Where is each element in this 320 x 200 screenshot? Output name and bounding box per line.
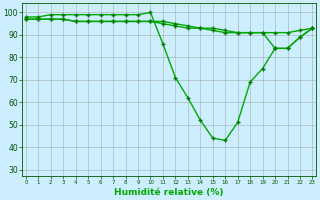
X-axis label: Humidité relative (%): Humidité relative (%) (115, 188, 224, 197)
